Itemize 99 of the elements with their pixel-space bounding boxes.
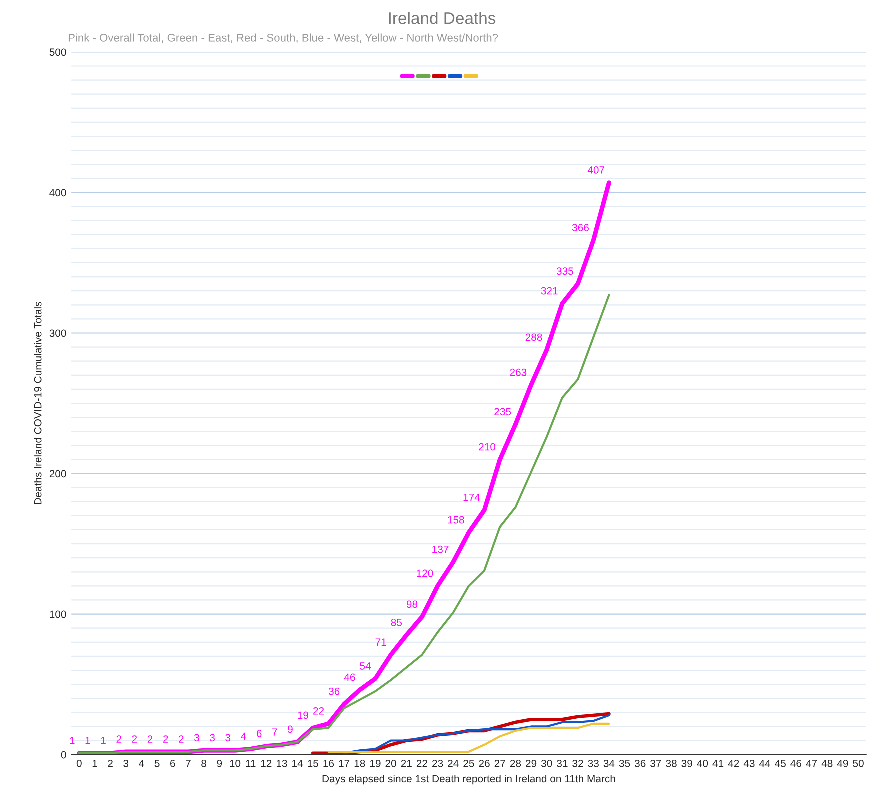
data-label: 335: [556, 268, 574, 276]
data-label: 4: [241, 732, 246, 740]
x-tick-label: 5: [154, 760, 160, 768]
x-tick-label: 0: [76, 760, 82, 768]
line-series: [328, 722, 610, 754]
x-tick-label: 48: [822, 760, 833, 768]
x-tick-label: 33: [588, 760, 599, 768]
x-tick-label: 11: [246, 760, 256, 768]
y-tick-label: 100: [50, 610, 66, 618]
chart-subtitle: Pink - Overall Total, Green - East, Red - South, Blue - West, Yellow - North West/North?: [68, 34, 498, 44]
chart-title: Ireland Deaths: [389, 12, 496, 24]
y-tick-label: 200: [50, 470, 66, 478]
x-tick-label: 4: [139, 760, 144, 768]
x-tick-label: 42: [728, 760, 740, 768]
x-tick-label: 18: [354, 760, 366, 768]
data-label: 366: [572, 224, 589, 232]
x-tick-label: 40: [697, 760, 708, 768]
x-axis-title: Days elapsed since 1st Death reported in Ireland on 11th March: [322, 774, 616, 785]
x-tick-label: 3: [124, 760, 129, 768]
x-tick-label: 19: [370, 760, 381, 768]
x-tick-label: 28: [510, 760, 522, 768]
data-label: 54: [360, 662, 371, 670]
x-tick-label: 10: [230, 760, 241, 768]
data-label: 263: [510, 368, 527, 376]
x-tick-label: 38: [666, 760, 677, 768]
y-tick-label: 0: [61, 751, 66, 759]
x-tick-label: 44: [759, 760, 771, 768]
data-label: 46: [344, 674, 356, 682]
x-tick-label: 35: [619, 760, 630, 768]
data-label: 1: [70, 737, 75, 744]
data-label: 7: [272, 728, 278, 736]
x-tick-label: 41: [712, 760, 724, 768]
x-tick-label: 13: [276, 760, 288, 768]
x-tick-label: 15: [308, 760, 318, 768]
data-label: 158: [448, 516, 464, 524]
x-tick-label: 16: [324, 760, 334, 768]
y-tick-label: 500: [50, 48, 66, 56]
data-label: 36: [328, 688, 340, 696]
data-label: 2: [132, 736, 138, 743]
data-label: 3: [210, 734, 216, 742]
data-label: 85: [391, 618, 402, 626]
data-label: 98: [406, 600, 418, 608]
x-tick-label: 34: [604, 760, 615, 768]
data-label: 2: [179, 736, 184, 743]
x-tick-label: 6: [170, 760, 176, 768]
data-label: 2: [148, 736, 153, 743]
x-tick-label: 43: [744, 760, 755, 768]
line-series: [78, 294, 610, 754]
y-axis-title: Deaths Ireland COVID-19 Cumulative Totals: [34, 302, 42, 504]
x-tick-label: 27: [494, 760, 506, 768]
x-tick-label: 9: [217, 760, 222, 768]
x-tick-label: 30: [541, 760, 552, 768]
data-label: 1: [86, 737, 90, 744]
x-tick-label: 22: [416, 760, 428, 768]
data-label: 407: [588, 166, 605, 174]
x-tick-label: 20: [386, 760, 396, 768]
data-label: 321: [541, 287, 558, 295]
y-tick-label: 300: [50, 330, 66, 338]
x-tick-label: 2: [108, 760, 113, 768]
x-tick-label: 45: [775, 760, 786, 768]
data-label: 288: [526, 334, 542, 342]
data-label: 120: [417, 570, 434, 578]
data-label: 19: [298, 712, 308, 720]
x-tick-label: 29: [526, 760, 537, 768]
x-tick-label: 17: [339, 760, 350, 768]
data-label: 210: [479, 443, 496, 451]
x-tick-label: 36: [634, 760, 646, 768]
data-label: 9: [288, 726, 293, 734]
x-tick-label: 46: [790, 760, 802, 768]
data-label: 174: [464, 494, 480, 502]
data-label: 137: [432, 546, 449, 554]
data-label: 2: [163, 736, 168, 743]
data-label: 2: [116, 736, 122, 743]
x-tick-label: 8: [202, 760, 206, 768]
x-tick-label: 31: [557, 760, 568, 768]
x-tick-label: 32: [572, 760, 584, 768]
y-tick-label: 400: [50, 189, 66, 197]
x-tick-label: 26: [479, 760, 490, 768]
x-tick-label: 39: [682, 760, 692, 768]
data-label: 6: [256, 730, 262, 738]
x-tick-label: 25: [464, 760, 474, 768]
x-tick-label: 49: [837, 760, 848, 768]
x-tick-label: 1: [92, 760, 98, 768]
x-tick-label: 14: [292, 760, 304, 768]
x-tick-label: 7: [186, 760, 191, 768]
x-tick-label: 21: [401, 760, 412, 768]
data-label: 71: [376, 638, 386, 646]
data-label: 3: [194, 734, 200, 742]
x-tick-label: 47: [806, 760, 818, 768]
line-series: [343, 714, 610, 754]
x-tick-label: 23: [432, 760, 444, 768]
data-label: 22: [313, 708, 324, 715]
x-tick-label: 37: [650, 760, 662, 768]
data-label: 235: [494, 408, 512, 416]
data-label: 1: [101, 737, 106, 744]
x-tick-label: 12: [261, 760, 272, 768]
x-tick-label: 24: [448, 760, 459, 768]
x-tick-label: 50: [853, 760, 864, 768]
data-label: 3: [226, 734, 231, 742]
